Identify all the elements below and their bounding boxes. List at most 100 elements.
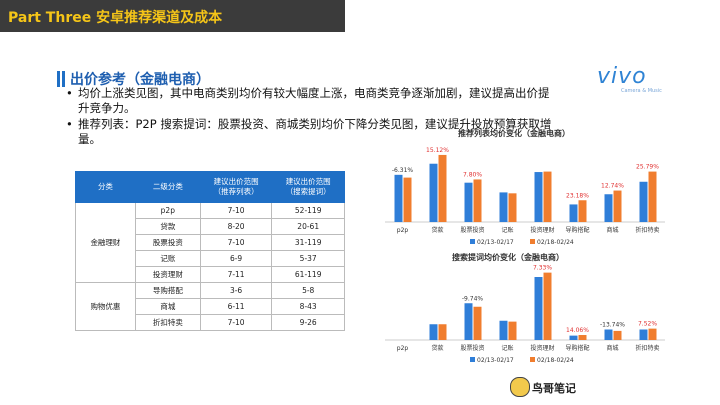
bird-icon	[510, 377, 530, 397]
bar-period-1	[429, 163, 438, 222]
data-label: -6.31%	[392, 167, 414, 174]
bullet-item: 均价上涨类见图，其中电商类别均价有较大幅度上涨，电商类竞争逐渐加剧，建议提高出价…	[66, 86, 556, 116]
bar-period-2	[403, 177, 412, 222]
header-bar: Part Three 安卓推荐渠道及成本	[0, 0, 345, 32]
heading-accent-bar	[62, 71, 65, 87]
data-label: 23.18%	[566, 192, 589, 199]
table-cell: 8-43	[271, 298, 345, 315]
table-cell: 商城	[134, 298, 201, 315]
table-cell: 折扣特卖	[134, 314, 201, 331]
data-label: 15.12%	[426, 147, 449, 154]
bar-period-2	[613, 190, 622, 222]
data-label: -9.74%	[462, 295, 484, 302]
table-cell: 7-10	[199, 314, 273, 331]
table-row: 金融理财 p2p 7-10 52-119	[75, 202, 345, 283]
data-label: 14.06%	[566, 327, 589, 334]
table-header: 分类	[75, 171, 136, 203]
bar-period-1	[569, 204, 578, 222]
bar-period-1	[639, 181, 648, 222]
section-heading: 出价参考（金融电商）	[70, 72, 210, 88]
tick-label: 导购搭配	[565, 226, 589, 234]
bullet-item: 推荐列表：P2P 搜索提词：股票投资、商城类别均价下降分类见图，建议提升投放预算…	[66, 117, 556, 147]
legend-label: 02/18-02/24	[537, 357, 574, 364]
tick-label: 折扣特卖	[635, 344, 659, 352]
data-label: 7.52%	[638, 321, 657, 328]
bar-period-2	[578, 335, 587, 340]
vivo-logo: vivo Camera & Music	[597, 64, 677, 98]
legend-label: 02/13-02/17	[477, 357, 514, 364]
bar-period-2	[438, 154, 447, 222]
bar-period-1	[464, 303, 473, 340]
tick-label: p2p	[397, 345, 409, 352]
bid-table: 分类 二级分类 建议出价范围 （推荐列表） 建议出价范围 （搜索提词） 金融理财…	[75, 171, 345, 331]
bar-period-1	[569, 335, 578, 340]
legend-swatch	[470, 239, 475, 244]
table-cell: 记账	[134, 250, 201, 267]
tick-label: 商城	[606, 226, 618, 234]
table-row: 股票投资 7-10 31-119	[76, 234, 345, 251]
table-cell: 5-37	[271, 250, 345, 267]
data-label: 25.79%	[636, 164, 659, 171]
bar-period-2	[648, 328, 657, 340]
table-cell: 7-10	[199, 202, 273, 219]
bar-period-1	[639, 329, 648, 340]
legend-swatch	[470, 357, 475, 362]
table-cell: 31-119	[271, 234, 345, 251]
tick-label: 投资理财	[530, 226, 554, 234]
tick-label: 贷款	[431, 226, 443, 234]
search-chart-svg: p2p 贷款 股票投资 -9.74% 记账 投资理财 7.33% 导购搭配 14.06% 商城 -1…	[385, 265, 665, 364]
table-cell: 8-20	[199, 218, 273, 235]
table-cell: 61-119	[271, 266, 345, 283]
bar-period-2	[508, 193, 517, 222]
table-cell: 6-9	[199, 250, 273, 267]
legend-label: 02/13-02/17	[477, 239, 514, 246]
search-chart: p2p 贷款 股票投资 -9.74% 记账 投资理财 7.33% 导购搭配 14.06% 商城 -1…	[375, 262, 675, 374]
data-label: 12.74%	[601, 183, 624, 190]
bar-period-1	[499, 192, 508, 222]
table-cell: 7-11	[199, 266, 273, 283]
bar-period-1	[534, 172, 543, 222]
bar-period-2	[578, 200, 587, 222]
table-cell: 20-61	[271, 218, 345, 235]
chart-title: 推荐列表均价变化（金融电商）	[458, 129, 570, 138]
bar-period-2	[438, 324, 447, 340]
bar-period-1	[499, 320, 508, 340]
table-cell: 导购搭配	[134, 282, 201, 299]
legend-swatch	[530, 357, 535, 362]
bar-period-2	[543, 171, 552, 222]
recommend-chart-svg: p2p -6.31% 贷款 15.12% 股票投资 7.80% 记账 投资理财 导购搭配 23.1…	[385, 147, 665, 246]
tick-label: 股票投资	[460, 344, 484, 352]
legend-label: 02/18-02/24	[537, 239, 574, 246]
bar-period-2	[613, 330, 622, 340]
bar-period-1	[429, 324, 438, 340]
logo-tagline: Camera & Music	[621, 88, 662, 94]
tick-label: 记账	[501, 344, 513, 352]
bullet-list: 均价上涨类见图，其中电商类别均价有较大幅度上涨，电商类竞争逐渐加剧，建议提高出价…	[66, 86, 556, 148]
footer-brand: 鸟哥笔记	[532, 382, 576, 395]
table-row: 购物优惠 导购搭配 3-6 5-8	[75, 282, 345, 331]
footer-logo: 鸟哥笔记	[510, 377, 600, 399]
bar-period-2	[543, 272, 552, 340]
table-header: 二级分类	[134, 171, 201, 203]
table-cell: 股票投资	[134, 234, 201, 251]
bar-period-1	[534, 277, 543, 340]
table-row: 折扣特卖 7-10 9-26	[76, 314, 345, 331]
data-label: 7.80%	[463, 171, 482, 178]
table-category: 金融理财	[75, 202, 136, 283]
chart-title: 搜索提词均价变化（金融电商）	[452, 253, 564, 262]
bar-period-2	[473, 306, 482, 340]
table-cell: 6-11	[199, 298, 273, 315]
bar-period-2	[508, 321, 517, 340]
data-label: -13.74%	[600, 322, 625, 329]
logo-word: vivo	[597, 64, 647, 89]
table-cell: 5-8	[271, 282, 345, 299]
tick-label: 折扣特卖	[635, 226, 659, 234]
recommend-chart: p2p -6.31% 贷款 15.12% 股票投资 7.80% 记账 投资理财 导购搭配 23.1…	[375, 140, 675, 255]
table-header: 建议出价范围 （推荐列表）	[199, 171, 273, 203]
table-cell: 贷款	[134, 218, 201, 235]
table-cell: 7-10	[199, 234, 273, 251]
table-row: 商城 6-11 8-43	[76, 298, 345, 315]
table-row: 投资理财 7-11 61-119	[76, 266, 345, 283]
tick-label: 记账	[501, 226, 513, 234]
legend-swatch	[530, 239, 535, 244]
